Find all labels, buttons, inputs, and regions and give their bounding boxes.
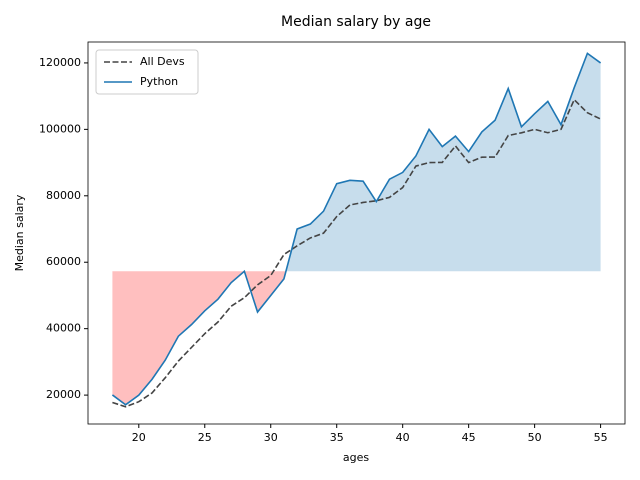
x-tick-label: 35 bbox=[330, 431, 344, 444]
legend-box bbox=[95, 49, 199, 95]
line-series bbox=[111, 52, 602, 406]
x-tick-label: 30 bbox=[264, 431, 278, 444]
x-tick-label: 25 bbox=[198, 431, 212, 444]
line-series bbox=[112, 98, 601, 408]
y-tick-label: 80000 bbox=[46, 189, 81, 202]
y-axis-label: Median salary bbox=[13, 194, 26, 271]
x-tick-label: 45 bbox=[462, 431, 476, 444]
x-tick-label: 50 bbox=[528, 431, 542, 444]
x-tick-label: 40 bbox=[396, 431, 410, 444]
y-tick-label: 100000 bbox=[39, 122, 81, 135]
x-tick-label: 55 bbox=[594, 431, 608, 444]
plot-frame bbox=[87, 41, 626, 425]
x-axis-label: ages bbox=[343, 451, 369, 464]
legend-label: All Devs bbox=[140, 55, 185, 68]
fill-area-below bbox=[112, 271, 286, 405]
x-tick-label: 20 bbox=[132, 431, 146, 444]
y-tick-label: 60000 bbox=[46, 255, 81, 268]
legend-label: Python bbox=[140, 75, 178, 88]
y-tick-label: 20000 bbox=[46, 388, 81, 401]
chart-title: Median salary by age bbox=[281, 14, 431, 30]
y-tick-label: 40000 bbox=[46, 322, 81, 335]
y-tick-label: 120000 bbox=[39, 56, 81, 69]
